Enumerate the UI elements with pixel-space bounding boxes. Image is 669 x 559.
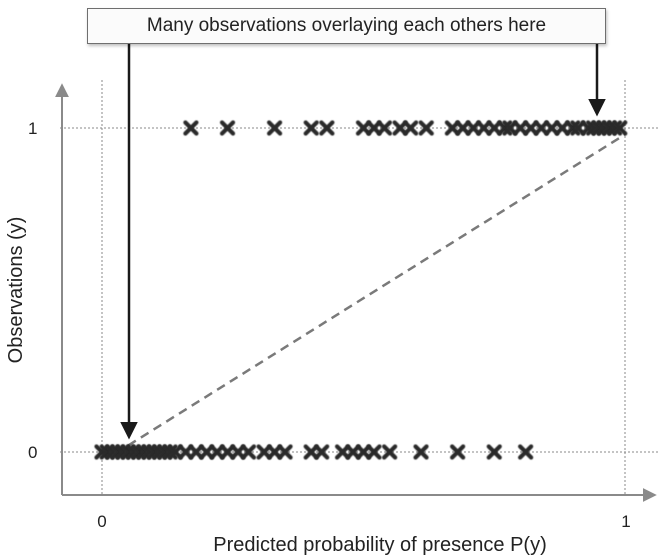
x-axis-label: Predicted probability of presence P(y) xyxy=(213,534,547,556)
data-point xyxy=(199,444,215,460)
data-point xyxy=(523,120,539,136)
data-point xyxy=(502,120,518,136)
data-point xyxy=(303,444,319,460)
x-tick-0: 0 xyxy=(97,512,106,531)
data-point xyxy=(486,444,502,460)
data-point xyxy=(554,120,570,136)
data-point xyxy=(319,120,335,136)
data-point xyxy=(402,120,419,136)
data-point xyxy=(334,444,351,460)
data-point xyxy=(450,444,466,460)
dashed-reference-line xyxy=(127,133,626,447)
data-point xyxy=(486,120,502,136)
data-point xyxy=(570,120,586,136)
data-point xyxy=(376,120,393,136)
y-tick-1: 1 xyxy=(28,119,37,138)
y-tick-0: 0 xyxy=(28,443,37,462)
data-point xyxy=(518,444,534,460)
data-point xyxy=(512,120,528,136)
data-point xyxy=(366,120,382,136)
data-point xyxy=(183,120,199,136)
data-point xyxy=(314,444,330,460)
data-point xyxy=(303,120,319,136)
data-point xyxy=(178,444,194,460)
data-point xyxy=(465,120,481,136)
annotation-box: Many observations overlaying each others… xyxy=(87,8,606,44)
data-point xyxy=(413,444,429,460)
y-axis-label: Observations (y) xyxy=(5,217,27,364)
data-point xyxy=(219,444,236,460)
data-point xyxy=(188,444,204,460)
data-point xyxy=(418,120,434,136)
data-point xyxy=(230,444,246,460)
data-point xyxy=(355,120,372,136)
data-point xyxy=(277,444,293,460)
x-tick-1: 1 xyxy=(621,512,630,531)
data-point xyxy=(266,444,283,460)
data-point xyxy=(209,444,225,460)
data-point xyxy=(240,444,257,460)
data-point xyxy=(219,120,236,136)
data-point xyxy=(544,120,560,136)
data-point xyxy=(355,444,372,460)
annotation-text: Many observations overlaying each others… xyxy=(146,15,547,36)
data-point xyxy=(612,120,628,136)
points-group xyxy=(94,120,628,460)
data-point xyxy=(392,120,408,136)
data-point xyxy=(266,120,283,136)
data-point xyxy=(444,120,461,136)
data-point xyxy=(382,444,398,460)
data-point xyxy=(256,444,272,460)
data-point xyxy=(455,120,471,136)
data-point xyxy=(366,444,382,460)
data-point xyxy=(167,444,183,460)
data-point xyxy=(533,120,549,136)
data-point xyxy=(476,120,492,136)
data-point xyxy=(345,444,361,460)
